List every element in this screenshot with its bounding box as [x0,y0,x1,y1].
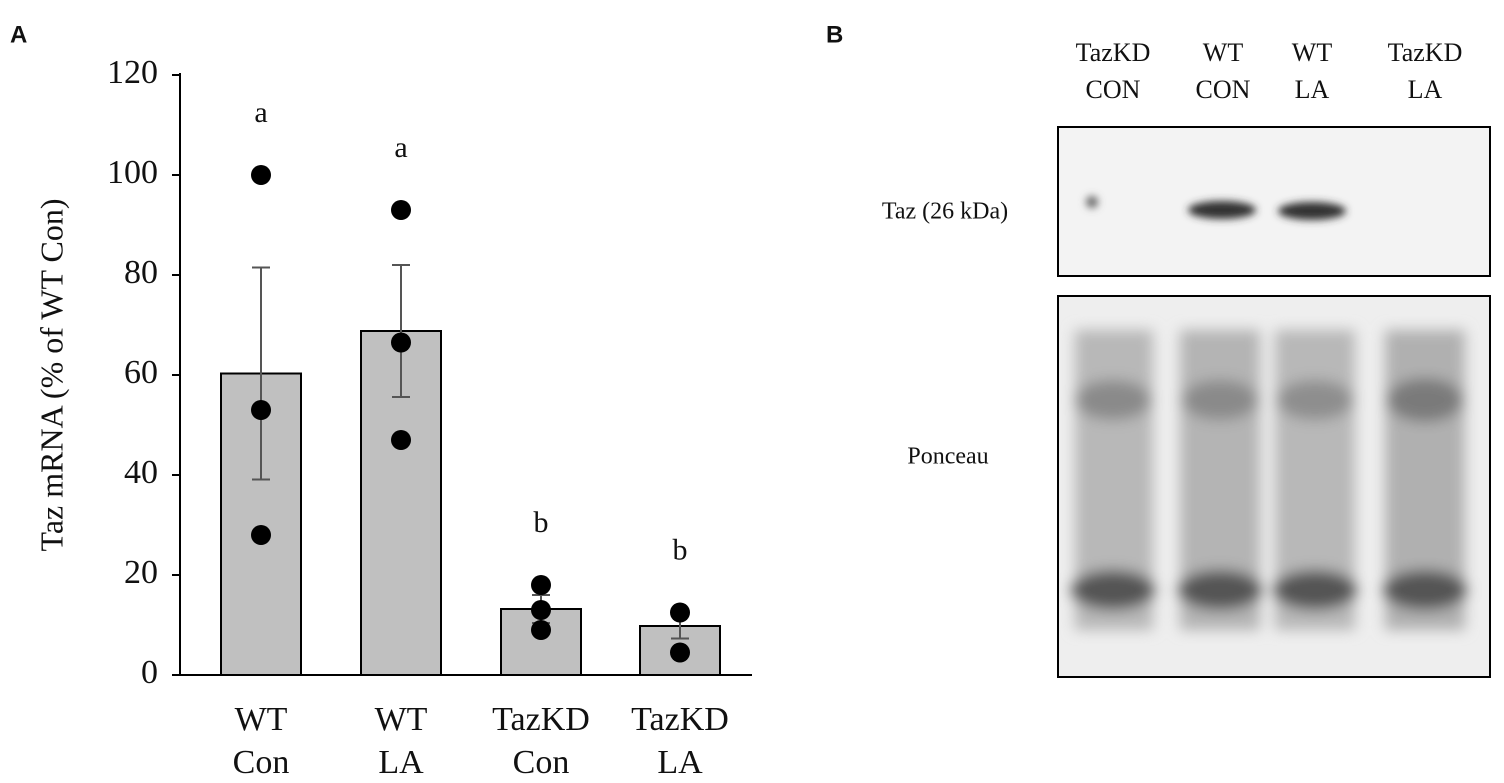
x-tick-label: TazKD [631,701,729,738]
data-point [391,200,411,220]
data-point [391,430,411,450]
data-point [670,602,690,623]
y-tick-label: 120 [107,54,158,91]
data-point [251,165,271,185]
significance-letter: b [673,533,688,566]
y-tick-label: 80 [124,254,158,291]
data-point [251,400,271,420]
data-point [391,332,411,353]
row-label: Taz (26 kDa) [882,199,1008,225]
y-tick-label: 0 [141,654,158,691]
significance-letter: a [254,96,267,129]
data-point [251,525,271,545]
x-tick-label: TazKD [492,701,590,738]
lane-label: WT [1292,38,1333,67]
data-point [670,642,690,663]
lane-label: CON [1086,75,1141,104]
significance-letter: a [394,131,407,164]
data-point [531,620,551,640]
significance-letter: b [534,506,549,539]
lane-label: WT [1203,38,1244,67]
lane-label: TazKD [1076,38,1151,67]
data-point [531,575,551,595]
x-tick-label: WT [375,701,428,738]
blot [1057,126,1491,678]
panel-label: B [826,21,843,48]
x-tick-label: LA [378,744,424,781]
taz-blot [1057,126,1491,277]
y-tick-label: 100 [107,154,158,191]
error-bar [392,264,410,398]
y-tick-label: 60 [124,354,158,391]
x-tick-label: WT [235,701,288,738]
lane-label: TazKD [1388,38,1463,67]
x-tick-label: LA [657,744,703,781]
lane-label: CON [1196,75,1251,104]
lane-label: LA [1408,75,1443,104]
error-bar [252,266,270,481]
panel-label: A [10,21,27,48]
y-tick-label: 40 [124,454,158,491]
x-tick-label: Con [513,744,570,781]
data-point [531,600,551,620]
x-tick-label: Con [233,744,290,781]
lane-label: LA [1295,75,1330,104]
y-tick-label: 20 [124,554,158,591]
y-axis-label: Taz mRNA (% of WT Con) [33,199,69,552]
row-label: Ponceau [907,444,988,470]
